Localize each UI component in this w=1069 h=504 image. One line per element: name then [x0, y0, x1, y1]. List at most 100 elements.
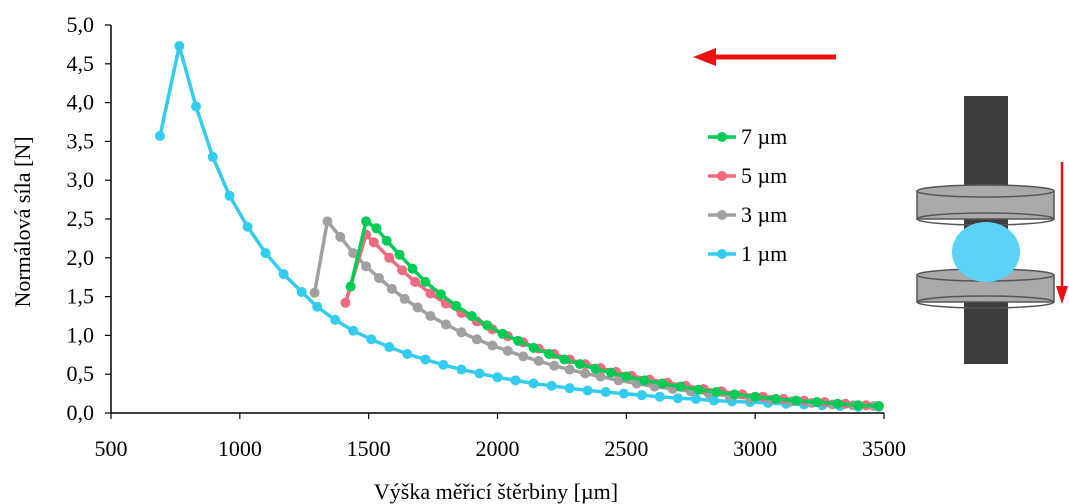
- sample-droplet: [952, 222, 1020, 282]
- rheometer-schematic-icon: [916, 96, 1055, 364]
- data-point: [675, 381, 686, 392]
- data-point: [595, 371, 606, 382]
- legend-item: 7 µm: [708, 124, 787, 149]
- data-point: [348, 325, 359, 336]
- data-point: [711, 387, 722, 398]
- y-tick-label: 3,0: [67, 167, 95, 192]
- data-point: [435, 289, 446, 300]
- data-point: [366, 334, 377, 345]
- data-point: [533, 356, 544, 367]
- data-point: [528, 378, 539, 389]
- data-point: [154, 130, 165, 141]
- data-point: [832, 398, 843, 409]
- data-point: [657, 378, 668, 389]
- data-point: [474, 368, 485, 379]
- data-point: [618, 388, 629, 399]
- data-point: [407, 263, 418, 274]
- data-point: [518, 351, 529, 362]
- data-point: [420, 354, 431, 365]
- data-point: [420, 276, 431, 287]
- legend-item: 1 µm: [708, 241, 787, 266]
- data-point: [335, 231, 346, 242]
- data-point: [502, 345, 513, 356]
- y-tick-label: 5,0: [67, 12, 95, 37]
- data-point: [873, 401, 884, 412]
- data-point: [330, 314, 341, 325]
- data-point: [340, 297, 351, 308]
- y-tick-label: 4,0: [67, 90, 95, 115]
- x-tick-label: 500: [95, 436, 128, 461]
- direction-arrow-down-icon: [1056, 162, 1068, 304]
- data-point: [482, 320, 493, 331]
- x-tick-label: 1000: [218, 436, 262, 461]
- data-point: [260, 248, 271, 259]
- y-tick-label: 1,5: [67, 284, 95, 309]
- data-point: [451, 300, 462, 311]
- data-point: [564, 383, 575, 394]
- data-point: [613, 375, 624, 386]
- data-point: [312, 301, 323, 312]
- data-point: [345, 281, 356, 292]
- data-point: [580, 368, 591, 379]
- data-point: [605, 367, 616, 378]
- data-point: [412, 302, 423, 313]
- data-point: [636, 390, 647, 401]
- data-point: [394, 249, 405, 260]
- legend: 7 µm 5 µm 3 µm 1 µm: [708, 124, 787, 266]
- x-axis: 500 1000 1500 2000 2500 3000 3500: [95, 413, 906, 461]
- data-point: [386, 283, 397, 294]
- y-tick-label: 2,0: [67, 245, 95, 270]
- data-point: [564, 364, 575, 375]
- data-point: [456, 364, 467, 375]
- legend-label: 1 µm: [741, 241, 787, 266]
- y-tick-label: 1,0: [67, 322, 95, 347]
- legend-label: 5 µm: [741, 163, 787, 188]
- data-point: [487, 340, 498, 351]
- series-3m: [309, 216, 879, 412]
- data-point: [492, 372, 503, 383]
- upper-plate: [916, 184, 1055, 226]
- data-point: [791, 395, 802, 406]
- data-point: [708, 395, 719, 406]
- data-point: [853, 400, 864, 411]
- data-point: [425, 311, 436, 321]
- y-tick-label: 2,5: [67, 206, 95, 231]
- x-tick-label: 1500: [347, 436, 391, 461]
- data-point: [497, 328, 508, 339]
- direction-arrow-left-icon: [693, 48, 836, 66]
- y-axis: 0,0 0,5 1,0 1,5 2,0 2,5 3,0 3,5 4,0 4,5 5,0: [67, 12, 111, 425]
- data-point: [191, 101, 202, 112]
- data-point: [397, 265, 408, 276]
- data-point: [278, 269, 289, 280]
- data-point: [812, 397, 823, 408]
- data-point: [207, 151, 218, 162]
- data-point: [654, 391, 665, 402]
- data-point: [729, 389, 740, 400]
- legend-swatch-marker: [717, 171, 727, 181]
- data-point: [528, 342, 539, 353]
- data-point: [224, 190, 235, 201]
- legend-item: 3 µm: [708, 202, 787, 227]
- legend-swatch-marker: [717, 132, 727, 142]
- data-point: [672, 393, 683, 404]
- data-point: [371, 223, 382, 234]
- x-tick-label: 2500: [604, 436, 648, 461]
- y-tick-label: 0,0: [67, 400, 95, 425]
- data-point: [348, 248, 359, 259]
- data-point: [750, 391, 761, 402]
- x-axis-title: Výška měřicí štěrbiny [µm]: [374, 479, 618, 504]
- data-point: [621, 371, 632, 382]
- data-point: [361, 261, 372, 272]
- legend-label: 7 µm: [741, 124, 787, 149]
- data-point: [549, 360, 560, 371]
- data-point: [384, 342, 395, 353]
- y-tick-label: 3,5: [67, 128, 95, 153]
- series-7m: [345, 216, 884, 412]
- data-point: [693, 384, 704, 395]
- data-point: [574, 359, 585, 370]
- data-point: [600, 387, 611, 398]
- data-point: [399, 293, 410, 304]
- data-point: [322, 216, 333, 227]
- y-tick-label: 0,5: [67, 361, 95, 386]
